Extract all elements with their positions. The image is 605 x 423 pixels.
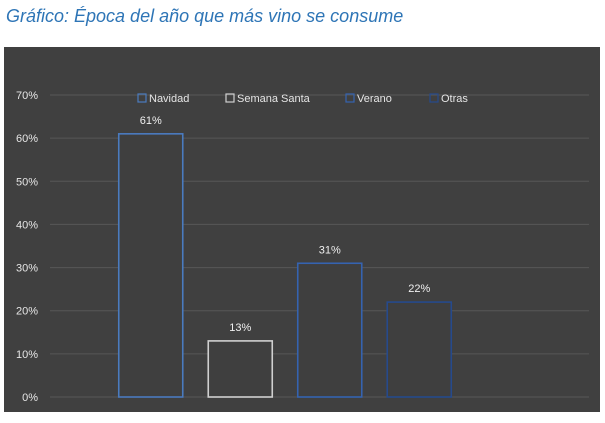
data-labels: 61% 13% 31% 22% — [140, 115, 431, 334]
y-axis-tick-labels: 0% 10% 20% 30% 40% 50% 60% 70% — [16, 90, 38, 404]
legend-entry: Verano — [357, 93, 392, 105]
y-tick-label: 40% — [16, 219, 38, 231]
legend-entry: Otras — [441, 93, 468, 105]
legend-swatch — [225, 93, 235, 103]
legend-swatch — [345, 93, 355, 103]
y-tick-label: 20% — [16, 306, 38, 318]
y-tick-label: 60% — [16, 133, 38, 145]
y-tick-label: 70% — [16, 90, 38, 102]
data-label: 22% — [408, 283, 430, 295]
bars — [117, 133, 453, 398]
bar-chart: 0% 10% 20% 30% 40% 50% 60% 70% 61% 13% 31% 22% Nav… — [16, 90, 589, 404]
bar-semana-santa — [207, 340, 274, 398]
legend-swatch — [429, 93, 439, 103]
y-tick-label: 50% — [16, 176, 38, 188]
data-label: 61% — [140, 115, 162, 127]
y-tick-label: 10% — [16, 349, 38, 361]
legend: Navidad Semana Santa Verano Otras — [137, 93, 468, 105]
chart-panel: 0% 10% 20% 30% 40% 50% 60% 70% 61% 13% 31% 22% Nav… — [4, 47, 600, 412]
legend-entry: Navidad — [149, 93, 189, 105]
legend-entry: Semana Santa — [237, 93, 311, 105]
bar-otras — [386, 301, 453, 398]
page-title: Gráfico: Época del año que más vino se c… — [6, 6, 404, 26]
data-label: 31% — [319, 244, 341, 256]
y-tick-label: 30% — [16, 263, 38, 275]
y-tick-label: 0% — [22, 392, 38, 404]
bar-verano — [296, 262, 363, 398]
data-label: 13% — [229, 322, 251, 334]
bar-navidad — [117, 133, 184, 398]
legend-swatch — [137, 93, 147, 103]
